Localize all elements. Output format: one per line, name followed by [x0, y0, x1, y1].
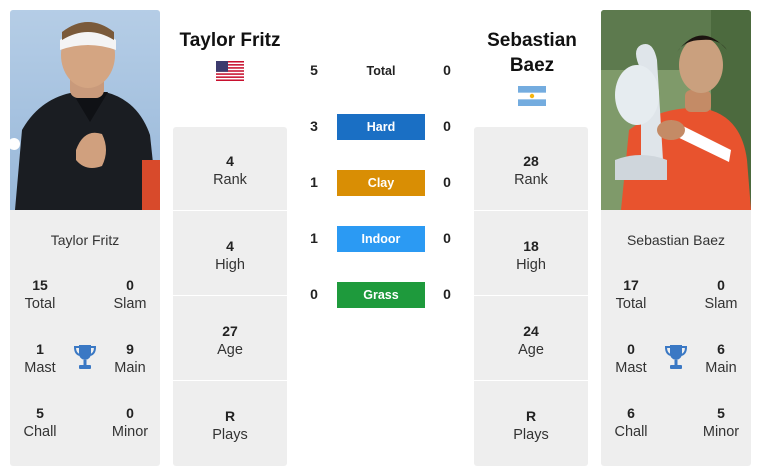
h2h-row-clay: 1 Clay 0: [300, 170, 460, 196]
player2-photo-image: [601, 10, 751, 210]
player2-plays-label: Plays: [513, 427, 549, 443]
player1-plays-label: Plays: [212, 427, 248, 443]
player2-high-label: High: [516, 257, 546, 273]
player1-rank-cell: 4 Rank: [173, 127, 287, 211]
player2-total-label: Total: [615, 296, 647, 312]
player2-stats-card: Sebastian Baez 17 Total 0 Slam 0 Mast 6 …: [601, 210, 751, 466]
player1-ranking-column: 4 Rank 4 High 27 Age R Plays: [173, 127, 287, 466]
player1-high-value: 4: [226, 238, 234, 254]
player1-total-stat: 15 Total: [10, 276, 70, 314]
player1-high-cell: 4 High: [173, 212, 287, 296]
indoor-surface-badge[interactable]: Indoor: [337, 226, 425, 252]
player1-plays-cell: R Plays: [173, 382, 287, 466]
h2h-grass-p1: 0: [310, 286, 318, 302]
player2-plays-value: R: [525, 408, 537, 424]
player2-slam-label: Slam: [704, 296, 738, 312]
h2h-clay-p1: 1: [310, 174, 318, 190]
h2h-row-indoor: 1 Indoor 0: [300, 226, 460, 252]
player1-mast-value: 1: [36, 341, 44, 357]
player1-chall-label: Chall: [23, 424, 57, 440]
h2h-indoor-p1: 1: [310, 230, 318, 246]
player2-ranking-column: 28 Rank 18 High 24 Age R Plays: [474, 127, 588, 466]
player2-chall-stat: 6 Chall: [601, 404, 661, 442]
h2h-clay-p2: 0: [443, 174, 451, 190]
player2-total-value: 17: [623, 277, 639, 293]
player1-slam-stat: 0 Slam: [100, 276, 160, 314]
usa-flag-icon: [216, 61, 244, 81]
h2h-hard-p1: 3: [310, 118, 318, 134]
player2-slam-stat: 0 Slam: [691, 276, 751, 314]
player1-slam-label: Slam: [113, 296, 147, 312]
player1-name[interactable]: Taylor Fritz: [179, 30, 281, 51]
player1-rank-label: Rank: [213, 172, 247, 188]
player1-main-label: Main: [114, 360, 146, 376]
trophy-icon: [664, 345, 688, 369]
h2h-indoor-p2: 0: [443, 230, 451, 246]
player2-minor-stat: 5 Minor: [691, 404, 751, 442]
player2-main-value: 6: [717, 341, 725, 357]
player2-chall-label: Chall: [614, 424, 648, 440]
player2-minor-value: 5: [717, 405, 725, 421]
player1-age-cell: 27 Age: [173, 297, 287, 381]
player1-total-value: 15: [32, 277, 48, 293]
player2-name[interactable]: Sebastian Baez: [487, 30, 577, 76]
player2-chall-value: 6: [627, 405, 635, 421]
h2h-hard-p2: 0: [443, 118, 451, 134]
h2h-row-grass: 0 Grass 0: [300, 282, 460, 308]
player1-minor-value: 0: [126, 405, 134, 421]
player2-card-name[interactable]: Sebastian Baez: [626, 232, 726, 248]
h2h-total-p2: 0: [443, 62, 451, 78]
player2-high-cell: 18 High: [474, 212, 588, 296]
h2h-grass-p2: 0: [443, 286, 451, 302]
player2-photo[interactable]: [601, 10, 751, 210]
player1-age-label: Age: [217, 342, 243, 358]
player1-slam-value: 0: [126, 277, 134, 293]
player2-mast-label: Mast: [615, 360, 647, 376]
player2-slam-value: 0: [717, 277, 725, 293]
h2h-row-total: 5 Total 0: [300, 58, 460, 84]
player1-rank-value: 4: [226, 153, 234, 169]
player1-chall-stat: 5 Chall: [10, 404, 70, 442]
player2-mast-stat: 0 Mast: [601, 340, 661, 378]
player1-total-label: Total: [24, 296, 56, 312]
grass-surface-badge[interactable]: Grass: [337, 282, 425, 308]
player1-mast-stat: 1 Mast: [10, 340, 70, 378]
player2-total-stat: 17 Total: [601, 276, 661, 314]
player2-main-label: Main: [705, 360, 737, 376]
player1-main-stat: 9 Main: [100, 340, 160, 378]
player2-rank-cell: 28 Rank: [474, 127, 588, 211]
player1-high-label: High: [215, 257, 245, 273]
player1-card-name[interactable]: Taylor Fritz: [50, 232, 120, 248]
player1-chall-value: 5: [36, 405, 44, 421]
player1-photo[interactable]: [10, 10, 160, 210]
player2-plays-cell: R Plays: [474, 382, 588, 466]
h2h-total-p1: 5: [310, 62, 318, 78]
h2h-total-label: Total: [366, 64, 396, 78]
player1-mast-label: Mast: [24, 360, 56, 376]
player2-rank-value: 28: [523, 153, 539, 169]
player2-main-stat: 6 Main: [691, 340, 751, 378]
player1-plays-value: R: [224, 408, 236, 424]
player2-rank-label: Rank: [514, 172, 548, 188]
player2-age-cell: 24 Age: [474, 297, 588, 381]
player2-mast-value: 0: [627, 341, 635, 357]
player2-high-value: 18: [523, 238, 539, 254]
h2h-row-hard: 3 Hard 0: [300, 114, 460, 140]
hard-surface-badge[interactable]: Hard: [337, 114, 425, 140]
player1-minor-label: Minor: [111, 424, 149, 440]
clay-surface-badge[interactable]: Clay: [337, 170, 425, 196]
player2-age-value: 24: [523, 323, 539, 339]
player2-age-label: Age: [518, 342, 544, 358]
argentina-flag-icon: [518, 86, 546, 106]
player1-main-value: 9: [126, 341, 134, 357]
player1-minor-stat: 0 Minor: [100, 404, 160, 442]
player2-minor-label: Minor: [702, 424, 740, 440]
player1-stats-card: Taylor Fritz 15 Total 0 Slam 1 Mast 9 Ma…: [10, 210, 160, 466]
player1-photo-image: [10, 10, 160, 210]
player1-age-value: 27: [222, 323, 238, 339]
trophy-icon: [73, 345, 97, 369]
